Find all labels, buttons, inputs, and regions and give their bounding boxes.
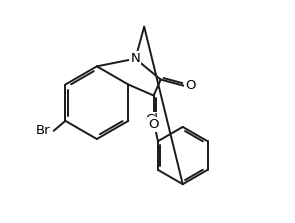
Text: Cl: Cl [145, 113, 158, 126]
Text: O: O [148, 118, 159, 131]
Text: O: O [185, 79, 196, 92]
Text: Br: Br [35, 124, 50, 137]
Text: N: N [130, 52, 140, 65]
